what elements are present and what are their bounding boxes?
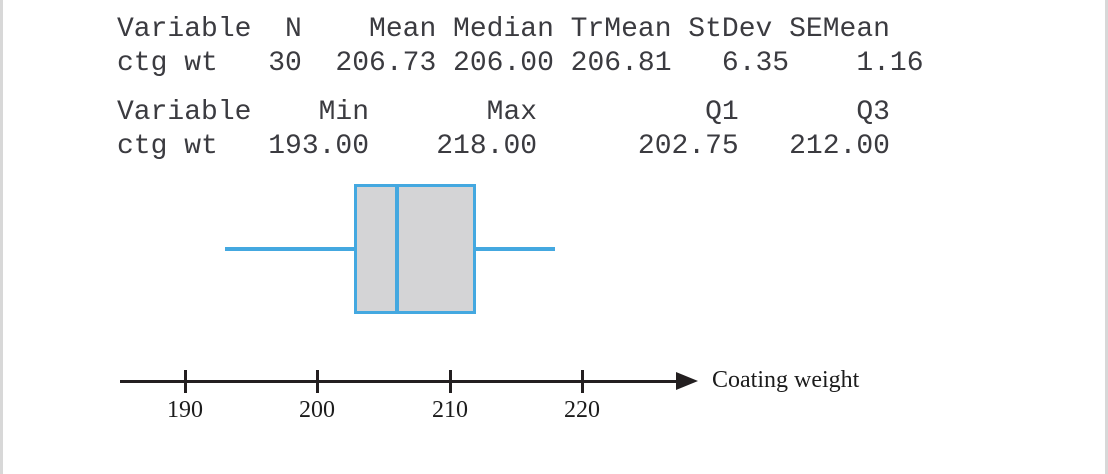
axis-tick-mark (581, 370, 584, 393)
table1-header-line: Variable N Mean Median TrMean StDev SEMe… (117, 14, 890, 45)
boxplot-right-whisker (476, 247, 555, 251)
boxplot-left-whisker (225, 247, 354, 251)
axis-tick-mark (316, 370, 319, 393)
boxplot-median-line (395, 184, 399, 314)
minitab-summary-table-1: Variable N Mean Median TrMean StDev SEMe… (117, 13, 924, 81)
axis-tick-label: 190 (167, 397, 203, 423)
table2-header-line: Variable Min Max Q1 Q3 (117, 97, 890, 128)
minitab-summary-table-2: Variable Min Max Q1 Q3 ctg wt 193.00 218… (117, 96, 890, 164)
boxplot-box (354, 184, 476, 314)
axis-tick-label: 220 (564, 397, 600, 423)
axis-tick-mark (184, 370, 187, 393)
axis-tick-label: 210 (432, 397, 468, 423)
axis-arrowhead-icon (676, 372, 698, 390)
axis-title: Coating weight (712, 367, 860, 393)
table1-value-line: ctg wt 30 206.73 206.00 206.81 6.35 1.16 (117, 48, 924, 79)
page-edge-right (1105, 0, 1108, 474)
axis-tick-mark (449, 370, 452, 393)
x-axis-line (120, 380, 678, 383)
table2-value-line: ctg wt 193.00 218.00 202.75 212.00 (117, 131, 890, 162)
axis-tick-label: 200 (299, 397, 335, 423)
page-edge-left (0, 0, 3, 474)
